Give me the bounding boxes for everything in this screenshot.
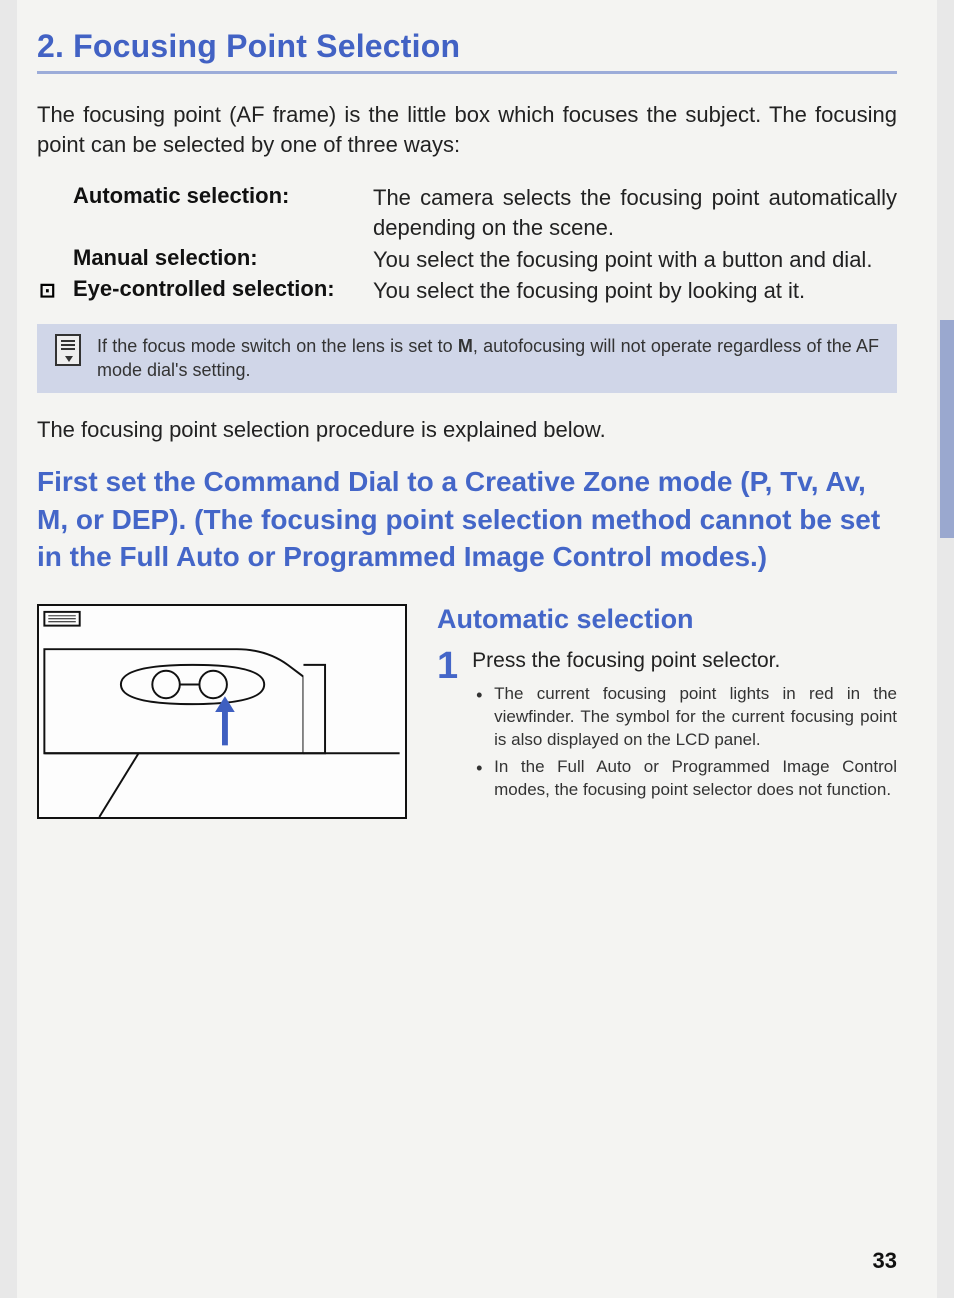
selection-label: Automatic selection: <box>73 183 373 209</box>
eye-control-icon: ⊡ <box>39 278 56 303</box>
selection-label: Eye-controlled selection: <box>73 276 373 302</box>
step-text: Press the focusing point selector. <box>472 649 897 673</box>
selection-row: Automatic selection: The camera selects … <box>73 183 897 242</box>
note-text-bold: M <box>458 336 473 356</box>
mid-paragraph: The focusing point selection procedure i… <box>37 417 897 443</box>
step-bullet: In the Full Auto or Programmed Image Con… <box>476 756 897 802</box>
selection-label: Manual selection: <box>73 245 373 271</box>
step-bullet: The current focusing point lights in red… <box>476 683 897 752</box>
step-number: 1 <box>437 649 458 683</box>
note-icon <box>55 334 81 366</box>
selection-desc: The camera selects the focusing point au… <box>373 183 897 242</box>
title-rule <box>37 71 897 74</box>
step-body: Press the focusing point selector. The c… <box>472 649 897 806</box>
page-number: 33 <box>873 1248 897 1274</box>
step-heading: Automatic selection <box>437 604 897 635</box>
page-title: 2. Focusing Point Selection <box>37 28 897 65</box>
selection-list: Automatic selection: The camera selects … <box>73 183 897 306</box>
step-bullets: The current focusing point lights in red… <box>472 683 897 802</box>
selection-row: ⊡ Eye-controlled selection: You select t… <box>73 276 897 306</box>
step-section: Automatic selection 1 Press the focusing… <box>37 604 897 819</box>
selection-desc: You select the focusing point by looking… <box>373 276 897 306</box>
note-text-prefix: If the focus mode switch on the lens is … <box>97 336 458 356</box>
manual-page: 2. Focusing Point Selection The focusing… <box>17 0 937 1298</box>
camera-illustration <box>37 604 407 819</box>
step-content: Automatic selection 1 Press the focusing… <box>437 604 897 806</box>
intro-paragraph: The focusing point (AF frame) is the lit… <box>37 100 897 159</box>
creative-zone-heading: First set the Command Dial to a Creative… <box>37 463 897 576</box>
step-row: 1 Press the focusing point selector. The… <box>437 649 897 806</box>
selection-row: Manual selection: You select the focusin… <box>73 245 897 275</box>
edge-tab <box>940 320 954 538</box>
note-box: If the focus mode switch on the lens is … <box>37 324 897 393</box>
selection-desc: You select the focusing point with a but… <box>373 245 897 275</box>
